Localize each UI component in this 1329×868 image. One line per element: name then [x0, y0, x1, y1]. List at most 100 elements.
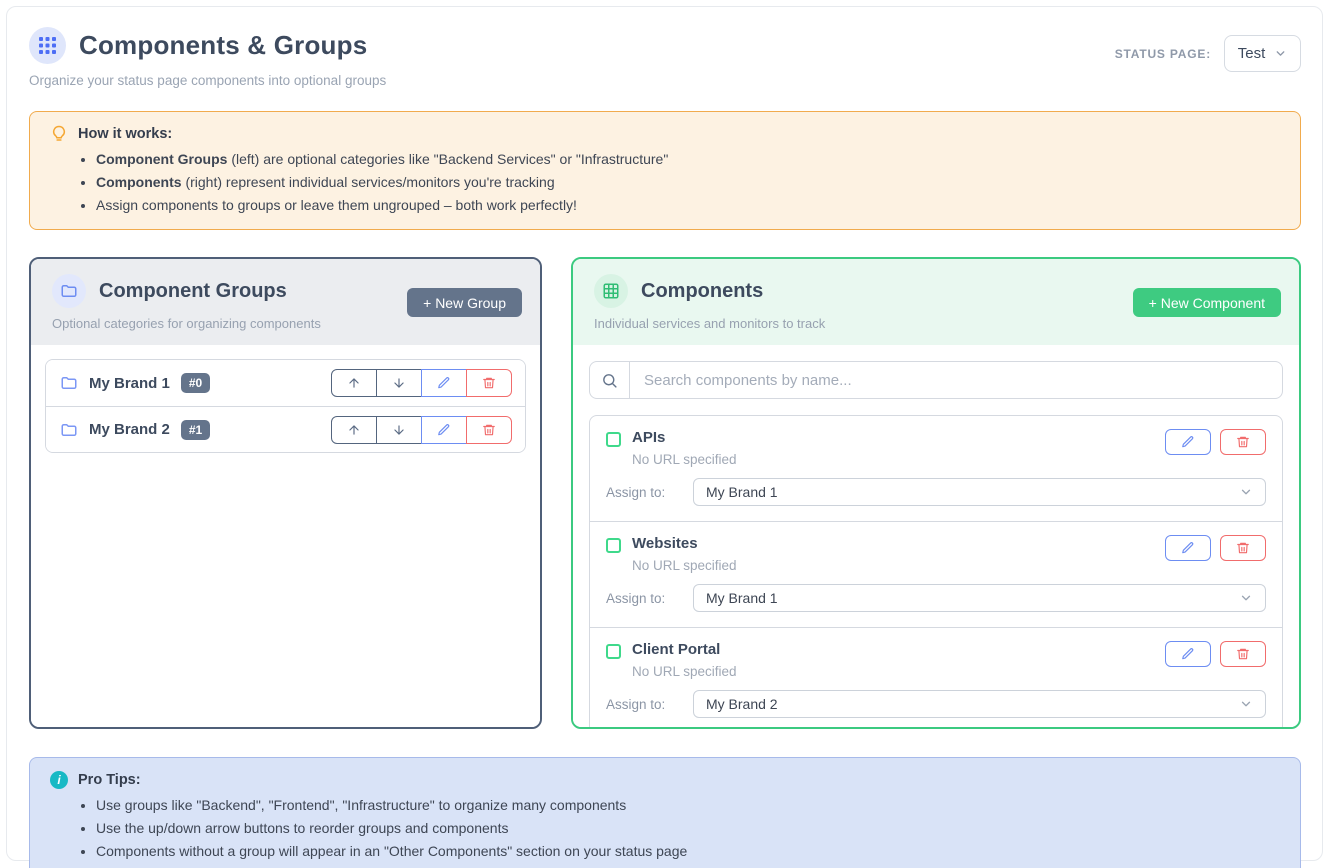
- search-input[interactable]: [630, 362, 1282, 398]
- pro-tips-title: Pro Tips:: [78, 772, 141, 788]
- pro-tip-bullet: Use groups like "Backend", "Frontend", "…: [96, 796, 1280, 814]
- chevron-down-icon: [1276, 51, 1285, 56]
- pro-tips-box: i Pro Tips: Use groups like "Backend", "…: [29, 757, 1301, 868]
- search-icon: [590, 362, 630, 398]
- arrow-down-icon: [394, 424, 404, 435]
- pencil-icon: [1182, 542, 1194, 554]
- components-groups-page: Components & Groups Organize your status…: [6, 6, 1323, 868]
- assign-group-select[interactable]: My Brand 1: [693, 584, 1266, 612]
- edit-component-button[interactable]: [1165, 535, 1211, 561]
- chevron-down-icon: [1241, 701, 1251, 707]
- component-checkbox[interactable]: [606, 538, 621, 553]
- assign-group-value: My Brand 2: [706, 696, 778, 712]
- group-row: My Brand 2 #1: [46, 406, 525, 452]
- how-bullet: Component Groups (left) are optional cat…: [96, 150, 1280, 168]
- chevron-down-icon: [1241, 489, 1251, 495]
- assign-to-label: Assign to:: [606, 484, 666, 500]
- move-up-button[interactable]: [331, 369, 377, 397]
- component-name: Client Portal: [632, 641, 721, 658]
- trash-icon: [1237, 648, 1249, 660]
- info-icon: i: [50, 771, 68, 789]
- assign-group-value: My Brand 1: [706, 484, 778, 500]
- assign-to-label: Assign to:: [606, 696, 666, 712]
- trash-icon: [483, 377, 495, 389]
- delete-component-button[interactable]: [1220, 429, 1266, 455]
- status-page-select[interactable]: Test: [1224, 35, 1301, 72]
- component-actions: [1165, 641, 1266, 667]
- pencil-icon: [1182, 436, 1194, 448]
- how-it-works-title: How it works:: [78, 126, 173, 142]
- trash-icon: [1237, 436, 1249, 448]
- how-bullet: Assign components to groups or leave the…: [96, 196, 1280, 214]
- status-page-label: STATUS PAGE:: [1114, 46, 1211, 61]
- component-actions: [1165, 429, 1266, 455]
- how-bullet: Components (right) represent individual …: [96, 173, 1280, 191]
- pencil-icon: [1182, 648, 1194, 660]
- new-component-button[interactable]: + New Component: [1132, 288, 1281, 317]
- pro-tips-list: Use groups like "Backend", "Frontend", "…: [50, 796, 1280, 860]
- components-panel-title: Components: [641, 279, 764, 302]
- arrow-up-icon: [349, 378, 359, 388]
- delete-component-button[interactable]: [1220, 641, 1266, 667]
- group-order-badge: #0: [180, 373, 211, 393]
- arrow-down-icon: [394, 378, 404, 388]
- component-list: APIs No URL specified Assign to: M: [589, 415, 1283, 727]
- component-row: APIs No URL specified Assign to: M: [590, 416, 1282, 521]
- move-down-button[interactable]: [376, 415, 422, 444]
- group-row: My Brand 1 #0: [46, 360, 525, 406]
- component-url-status: No URL specified: [632, 664, 737, 679]
- delete-group-button[interactable]: [466, 369, 512, 397]
- assign-to-label: Assign to:: [606, 590, 666, 606]
- trash-icon: [483, 424, 495, 435]
- assign-group-select[interactable]: My Brand 1: [693, 478, 1266, 506]
- how-it-works-list: Component Groups (left) are optional cat…: [50, 150, 1280, 214]
- group-name: My Brand 1: [89, 374, 170, 392]
- edit-component-button[interactable]: [1165, 429, 1211, 455]
- group-actions: [331, 369, 512, 397]
- component-actions: [1165, 535, 1266, 561]
- chevron-down-icon: [1241, 595, 1251, 601]
- edit-group-button[interactable]: [421, 369, 467, 397]
- status-page-control: STATUS PAGE: Test: [1115, 35, 1301, 72]
- how-it-works-box: How it works: Component Groups (left) ar…: [29, 111, 1301, 230]
- group-actions: [331, 415, 512, 444]
- arrow-up-icon: [349, 424, 359, 435]
- components-panel: Components Individual services and monit…: [571, 257, 1301, 729]
- move-up-button[interactable]: [331, 415, 377, 444]
- page-heading-block: Components & Groups Organize your status…: [29, 27, 386, 88]
- assign-group-value: My Brand 1: [706, 590, 778, 606]
- pencil-icon: [438, 423, 450, 435]
- folder-icon: [61, 377, 77, 389]
- folder-icon: [61, 423, 77, 436]
- groups-panel-body: My Brand 1 #0 My Brand 2 #1: [31, 345, 540, 727]
- components-panel-subtitle: Individual services and monitors to trac…: [594, 316, 826, 331]
- components-panel-header: Components Individual services and monit…: [573, 259, 1299, 345]
- edit-group-button[interactable]: [421, 415, 467, 444]
- component-url-status: No URL specified: [632, 558, 737, 573]
- component-checkbox[interactable]: [606, 432, 621, 447]
- component-name: Websites: [632, 535, 698, 552]
- table-grid-icon: [594, 274, 628, 308]
- assign-group-select[interactable]: My Brand 2: [693, 690, 1266, 718]
- move-down-button[interactable]: [376, 369, 422, 397]
- component-search: [589, 361, 1283, 399]
- status-page-value: Test: [1237, 45, 1266, 62]
- trash-icon: [1237, 542, 1249, 554]
- edit-component-button[interactable]: [1165, 641, 1211, 667]
- pro-tip-bullet: Components without a group will appear i…: [96, 842, 1280, 860]
- component-checkbox[interactable]: [606, 644, 621, 659]
- panels-row: Component Groups Optional categories for…: [29, 257, 1301, 729]
- new-group-button[interactable]: + New Group: [407, 288, 522, 317]
- group-name: My Brand 2: [89, 421, 170, 438]
- page-subtitle: Organize your status page components int…: [29, 73, 387, 88]
- components-panel-body: APIs No URL specified Assign to: M: [573, 345, 1299, 727]
- pro-tip-bullet: Use the up/down arrow buttons to reorder…: [96, 819, 1280, 837]
- folder-icon: [52, 274, 86, 308]
- lightbulb-icon: [53, 125, 65, 141]
- group-order-badge: #1: [180, 419, 211, 440]
- page-header: Components & Groups Organize your status…: [29, 27, 1301, 88]
- delete-group-button[interactable]: [466, 415, 512, 444]
- component-row: Websites No URL specified Assign to:: [590, 521, 1282, 627]
- component-url-status: No URL specified: [632, 452, 737, 467]
- delete-component-button[interactable]: [1220, 535, 1266, 561]
